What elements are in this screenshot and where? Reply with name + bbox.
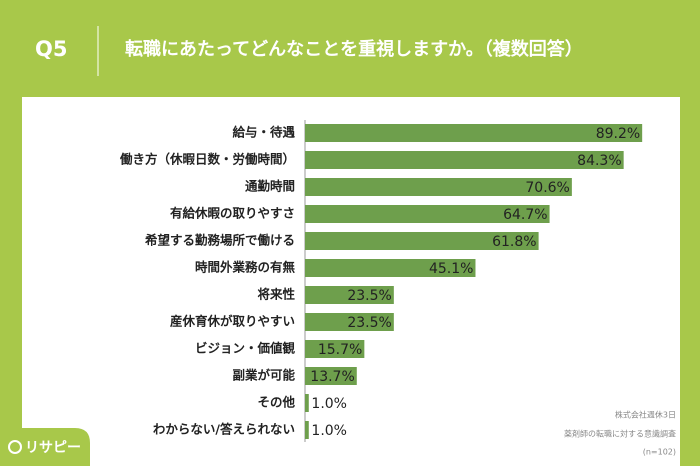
category-label: 産休育休が取りやすい [170, 314, 295, 329]
bar [305, 205, 550, 223]
bar [305, 151, 624, 169]
bar [305, 178, 572, 196]
value-label: 1.0% [311, 396, 347, 412]
value-label: 15.7% [318, 342, 362, 358]
value-label: 70.6% [525, 180, 569, 196]
category-label: 時間外業務の有無 [195, 260, 296, 275]
logo: リサピー [25, 440, 81, 456]
value-label: 23.5% [347, 315, 391, 331]
category-label: 有給休暇の取りやすさ [170, 206, 295, 221]
title: 転職にあたってどんなことを重視しますか。（複数回答） [125, 38, 583, 60]
bar [305, 259, 476, 277]
category-label: わからない/答えられない [153, 422, 295, 437]
category-label: 働き方（休暇日数・労働時間） [119, 152, 295, 167]
value-label: 1.0% [311, 423, 347, 439]
note-line: 薬剤師の転職に対する意識調査 [564, 429, 676, 439]
bar [305, 232, 539, 250]
category-label: 副業が可能 [232, 368, 295, 383]
category-label: 通勤時間 [245, 179, 295, 194]
question-label: Q5 [35, 37, 67, 61]
bar [305, 340, 365, 358]
category-label: 給与・待遇 [232, 125, 295, 140]
bar [305, 421, 309, 439]
value-label: 13.7% [310, 369, 354, 385]
value-label: 45.1% [429, 261, 473, 277]
value-label: 84.3% [577, 153, 621, 169]
value-label: 23.5% [347, 288, 391, 304]
bar [305, 313, 394, 331]
value-label: 89.2% [596, 126, 640, 142]
logo-badge [0, 428, 90, 466]
bar [305, 394, 309, 412]
category-label: 将来性 [257, 287, 295, 302]
note-line: 株式会社週休3日 [615, 410, 676, 420]
value-label: 64.7% [503, 207, 547, 223]
category-label: その他 [257, 395, 295, 410]
category-label: ビジョン・価値観 [195, 341, 296, 356]
bar [305, 286, 394, 304]
category-label: 希望する勤務場所で働ける [144, 233, 295, 248]
bar [305, 367, 357, 385]
value-label: 61.8% [492, 234, 536, 250]
note-line: (n=102) [643, 448, 676, 457]
logo-icon [8, 440, 22, 454]
bar [305, 124, 643, 142]
